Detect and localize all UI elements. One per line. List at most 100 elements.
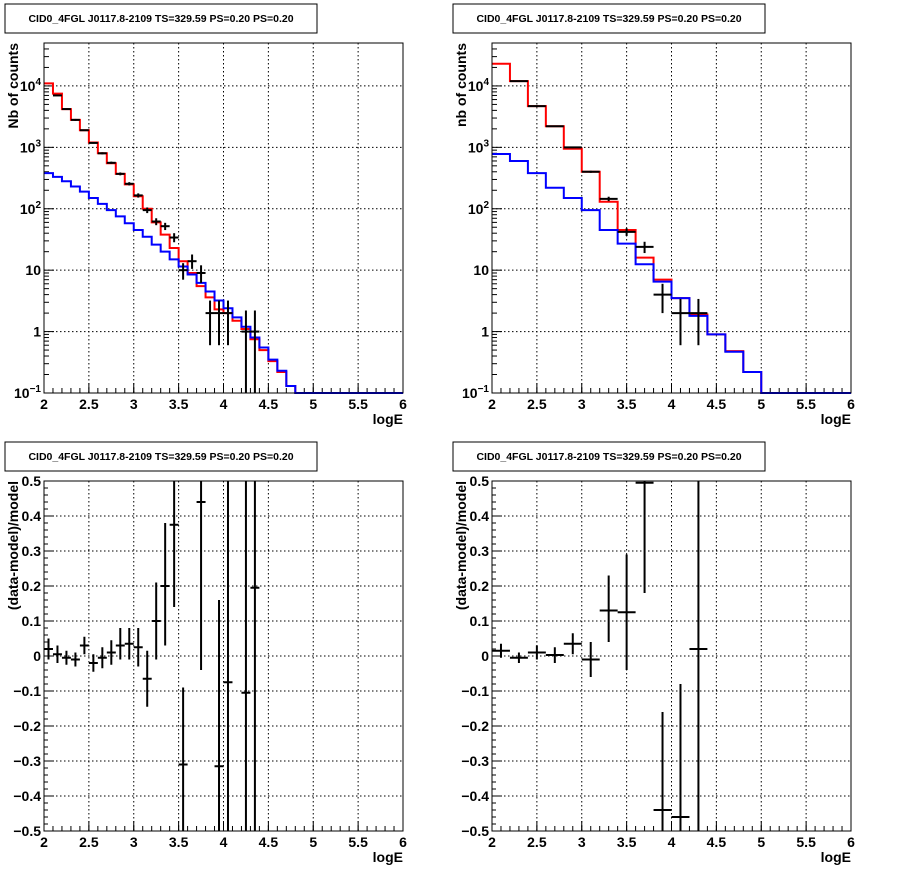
y-tick-label: 1 [33,324,41,340]
y-tick-label: −0.2 [13,718,41,734]
y-tick-label: 0.4 [22,508,42,524]
y-tick-label: 0.1 [470,613,490,629]
x-tick-label: 2.5 [527,396,547,412]
y-tick-label: 0.5 [470,473,490,489]
data-point [97,647,107,669]
x-tick-label: 2 [40,834,48,850]
chart-panel-3: CID0_4FGL J0117.8-2109 TS=329.59 PS=0.20… [4,441,407,865]
y-tick-base: 10 [468,139,484,155]
chart-title: CID0_4FGL J0117.8-2109 TS=329.59 PS=0.20… [28,451,293,463]
y-tick-exponent: 4 [483,77,489,88]
x-tick-label: 5 [757,834,765,850]
data-point [599,575,618,642]
data-point [214,600,224,831]
chart-panel-1: CID0_4FGL J0117.8-2109 TS=329.59 PS=0.20… [4,3,407,427]
x-tick-label: 5 [757,396,765,412]
x-axis-label: logE [821,411,851,427]
y-tick-label: 103 [20,138,42,155]
x-tick-label: 3.5 [169,396,189,412]
chart-title: CID0_4FGL J0117.8-2109 TS=329.59 PS=0.20… [476,13,741,25]
x-tick-label: 3.5 [617,834,637,850]
x-tick-label: 3.5 [169,834,189,850]
data-point [97,152,107,155]
data-point [205,300,215,346]
chart-panel-2: CID0_4FGL J0117.8-2109 TS=329.59 PS=0.20… [452,3,855,427]
x-tick-label: 4.5 [707,834,727,850]
plot-area [492,481,851,831]
y-tick-label: 0.3 [470,543,490,559]
y-tick-base: 10 [20,139,36,155]
y-tick-label: −0.1 [461,683,489,699]
plot-area [44,43,403,393]
data-point [241,310,251,393]
data-point [79,636,89,655]
y-tick-exponent: 2 [35,200,41,211]
data-point [160,523,170,646]
y-tick-label: 0 [33,648,41,664]
y-tick-label: 0 [481,648,489,664]
y-tick-label: 104 [20,77,42,94]
x-tick-label: 2.5 [79,396,99,412]
y-tick-base: 10 [20,78,36,94]
data-point [52,94,62,97]
x-tick-label: 6 [399,834,407,850]
data-point [61,108,71,111]
plot-frame [491,42,852,394]
title-box [4,441,318,472]
y-tick-label: 0.1 [22,613,42,629]
y-tick-base: 10 [468,78,484,94]
data-point [653,283,672,314]
x-tick-label: 3 [130,834,138,850]
data-point [124,182,134,186]
plot-frame [491,480,852,832]
data-point [196,265,206,283]
x-axis-label: logE [373,849,403,865]
x-tick-label: 2 [488,396,496,412]
data-point [527,645,546,660]
x-tick-label: 2 [40,396,48,412]
y-tick-exponent: 2 [483,200,489,211]
x-tick-label: 6 [847,396,855,412]
data-point [617,228,636,237]
data-point [671,684,690,831]
y-tick-label: 0.5 [22,473,42,489]
data-point [241,481,251,831]
y-tick-exponent: −1 [30,384,42,395]
data-point [88,654,98,672]
data-point [133,193,143,198]
x-tick-label: 5.5 [796,834,816,850]
y-tick-label: 102 [468,200,490,217]
data-point [106,161,116,164]
x-tick-label: 4 [668,834,676,850]
data-point [214,300,224,346]
y-axis-label: (data-model)/model [5,481,21,610]
data-point [178,687,188,831]
x-axis-label: logE [821,849,851,865]
data-point [545,125,564,128]
model-histogram-background [492,152,851,394]
x-tick-label: 4.5 [259,834,279,850]
data-point [169,233,179,243]
data-point [124,628,134,660]
y-tick-base: 10 [20,201,36,217]
x-tick-label: 2.5 [527,834,547,850]
y-tick-label: 10−1 [462,384,489,401]
x-tick-label: 6 [399,396,407,412]
data-point [196,481,206,670]
data-point [133,628,143,667]
y-tick-label: 10 [25,262,41,278]
data-point [509,80,528,83]
y-tick-label: 102 [20,200,42,217]
title-box [452,3,766,34]
y-tick-base: 10 [468,201,484,217]
plot-frame [43,42,404,394]
data-point [635,241,654,254]
y-tick-label: 0.2 [470,578,490,594]
data-point [115,628,125,660]
data-point [617,554,636,670]
x-axis-label: logE [373,411,403,427]
y-axis-label: (data-model)/model [453,481,469,610]
y-tick-base: 10 [14,385,30,401]
y-tick-base: 10 [462,385,478,401]
data-point [653,712,672,831]
